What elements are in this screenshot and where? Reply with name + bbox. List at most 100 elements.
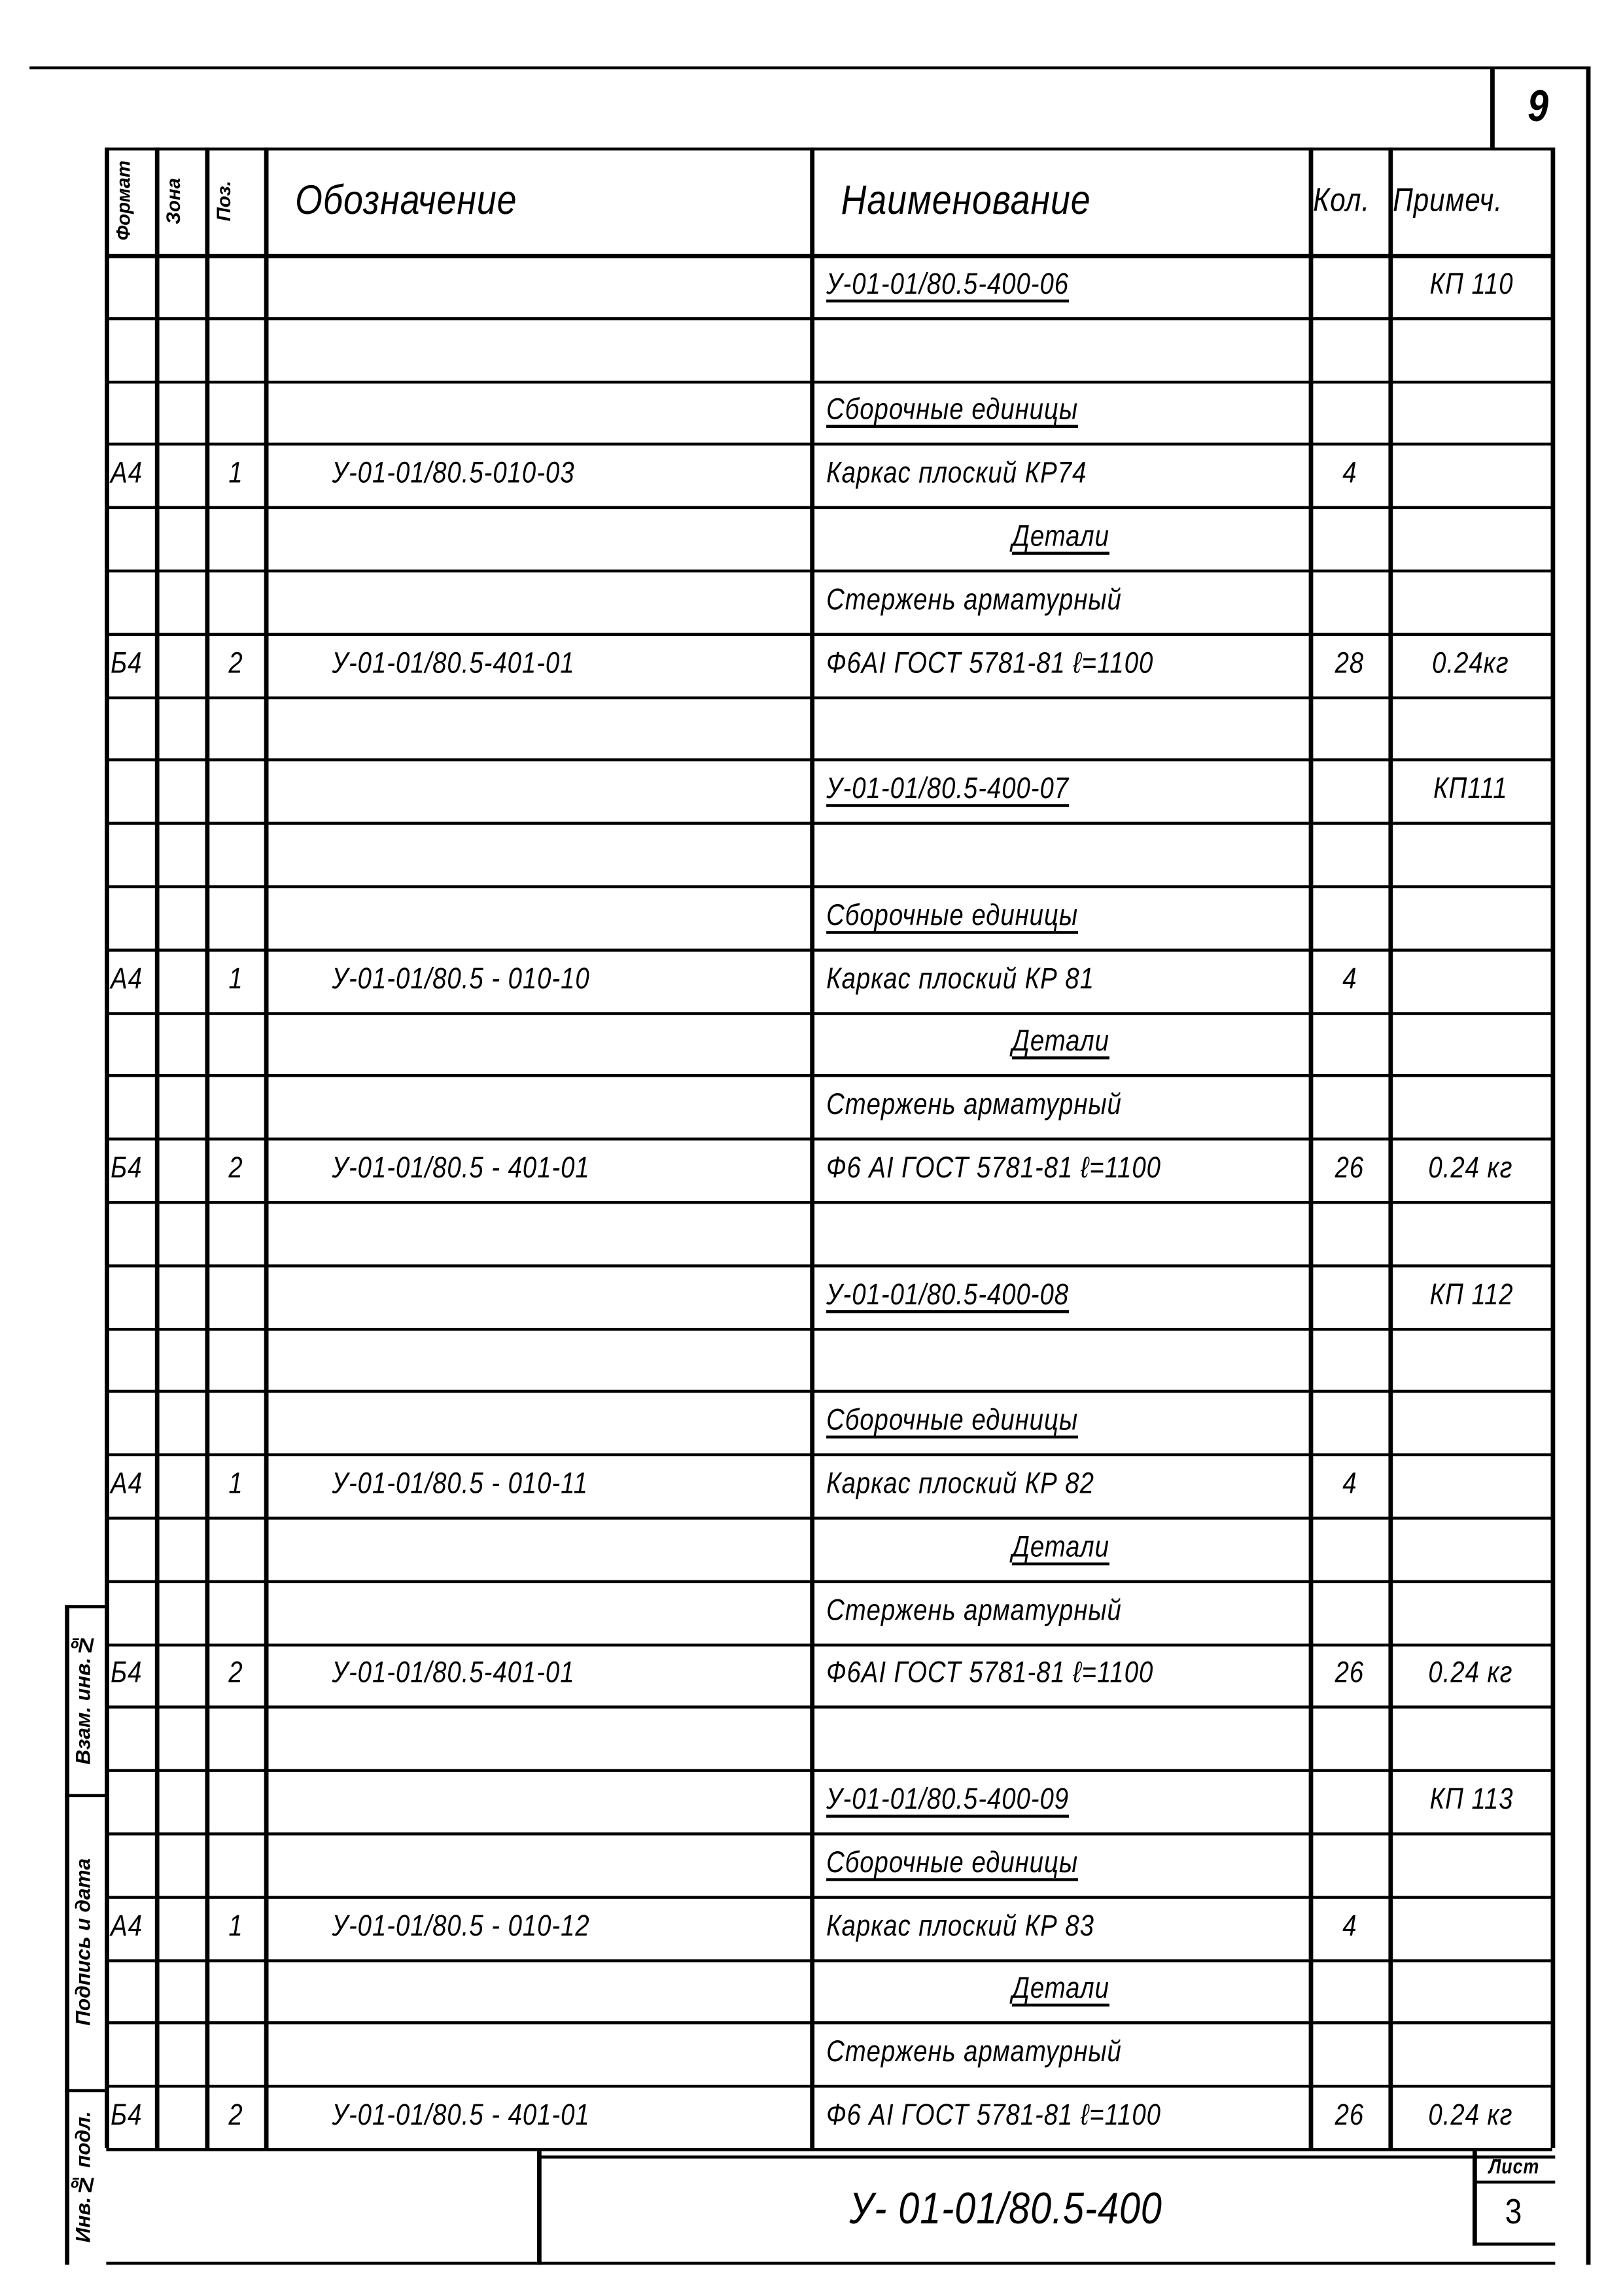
qty-cell: 4 bbox=[1310, 444, 1390, 507]
row-line bbox=[106, 317, 1552, 320]
row-line bbox=[106, 885, 1552, 888]
name-cell: Детали bbox=[812, 506, 1310, 570]
qty-cell: 26 bbox=[1310, 1643, 1390, 1707]
qty-cell-text: 26 bbox=[1335, 2099, 1365, 2132]
header-format: Формат bbox=[112, 160, 135, 241]
row-line bbox=[106, 1516, 1552, 1520]
name-cell: Стержень арматурный bbox=[826, 1075, 1310, 1138]
column-line bbox=[1388, 147, 1393, 2149]
frame-right-line bbox=[1586, 66, 1591, 2265]
pos-cell-text: 2 bbox=[228, 1658, 244, 1690]
row-line bbox=[106, 822, 1552, 826]
format-cell: А4 bbox=[111, 1453, 155, 1517]
pos-cell-text: 1 bbox=[228, 963, 244, 996]
column-line bbox=[1308, 147, 1314, 2149]
name-cell-text: Ф6АI ГОСТ 5781-81 ℓ=1100 bbox=[826, 647, 1154, 680]
title-block-line bbox=[1472, 2148, 1477, 2246]
frame-line bbox=[1490, 66, 1495, 148]
replaces-inv-label: Взам. инв.№ bbox=[71, 1634, 95, 1765]
side-stamp-line bbox=[65, 1605, 107, 1609]
designation-cell-text: У-01-01/80.5 - 010-12 bbox=[332, 1910, 590, 1943]
row-line bbox=[106, 1706, 1552, 1709]
qty-cell: 4 bbox=[1310, 948, 1390, 1012]
qty-cell-text: 26 bbox=[1335, 1658, 1365, 1690]
name-cell-text: У-01-01/80.5-400-09 bbox=[826, 1784, 1070, 1817]
note-cell-text: 0.24 кг bbox=[1429, 2099, 1514, 2132]
name-cell-text: Детали bbox=[1012, 1531, 1110, 1564]
name-cell: Стержень арматурный bbox=[826, 1580, 1310, 1643]
designation-cell: У-01-01/80.5-401-01 bbox=[332, 633, 804, 696]
note-cell: КП 113 bbox=[1390, 1769, 1552, 1833]
name-cell-text: У-01-01/80.5-400-08 bbox=[826, 1278, 1070, 1312]
name-cell-text: Сборочные единицы bbox=[826, 1847, 1079, 1880]
name-cell: Каркас плоский КР 81 bbox=[826, 948, 1310, 1012]
note-cell-text: КП 113 bbox=[1429, 1784, 1513, 1817]
frame-top-line bbox=[29, 66, 1591, 70]
row-line bbox=[106, 1769, 1552, 1773]
header-name-text: Наименование bbox=[841, 177, 1091, 223]
inv-orig-label: Инв.№ подл. bbox=[71, 2111, 95, 2243]
note-cell-text: 0.24 кг bbox=[1429, 1658, 1514, 1690]
header-qty-text: Кол. bbox=[1313, 181, 1370, 218]
header-bottom-line bbox=[106, 253, 1552, 258]
note-cell: 0.24 кг bbox=[1390, 1138, 1552, 1201]
note-cell-text: КП 110 bbox=[1429, 268, 1513, 301]
qty-cell: 26 bbox=[1310, 2085, 1390, 2148]
pos-cell-text: 2 bbox=[228, 647, 244, 680]
row-line bbox=[106, 2148, 1552, 2151]
name-cell: Сборочные единицы bbox=[826, 885, 1310, 948]
format-cell: А4 bbox=[111, 948, 155, 1012]
name-cell-text: Сборочные единицы bbox=[826, 394, 1079, 427]
sheet-value: 3 bbox=[1505, 2192, 1523, 2233]
name-cell-text: Детали bbox=[1012, 1973, 1110, 2006]
frame-bottom-line bbox=[106, 2261, 1556, 2265]
format-cell-text: А4 bbox=[111, 1468, 143, 1501]
column-line bbox=[1550, 147, 1556, 2149]
row-line bbox=[106, 1895, 1552, 1899]
row-line bbox=[106, 506, 1552, 510]
name-cell: Ф6АI ГОСТ 5781-81 ℓ=1100 bbox=[826, 633, 1310, 696]
format-cell: Б4 bbox=[111, 1643, 155, 1707]
name-cell-text: Стержень арматурный bbox=[826, 2036, 1122, 2069]
format-cell: Б4 bbox=[111, 1138, 155, 1201]
name-cell: Детали bbox=[812, 1517, 1310, 1580]
note-cell: 0.24кг bbox=[1390, 633, 1552, 696]
format-cell-text: Б4 bbox=[111, 2099, 143, 2132]
table-top-line bbox=[106, 147, 1552, 151]
row-line bbox=[106, 948, 1552, 952]
side-stamp-line bbox=[65, 1605, 70, 2265]
qty-cell: 4 bbox=[1310, 1453, 1390, 1517]
row-line bbox=[106, 1264, 1552, 1268]
row-line bbox=[106, 1580, 1552, 1583]
designation-cell-text: У-01-01/80.5 - 010-10 bbox=[332, 963, 590, 996]
name-cell-text: Ф6 АI ГОСТ 5781-81 ℓ=1100 bbox=[826, 2099, 1161, 2132]
name-cell-text: Детали bbox=[1012, 1026, 1110, 1059]
name-cell: Каркас плоский КР74 bbox=[826, 444, 1310, 507]
name-cell-text: Сборочные единицы bbox=[826, 899, 1079, 933]
row-line bbox=[106, 1453, 1552, 1457]
note-cell-text: КП 112 bbox=[1429, 1278, 1513, 1312]
designation-cell-text: У-01-01/80.5 - 401-01 bbox=[332, 2099, 590, 2132]
name-cell-text: Каркас плоский КР 82 bbox=[826, 1468, 1094, 1501]
row-line bbox=[106, 2085, 1552, 2088]
column-line bbox=[264, 147, 269, 2149]
format-cell-text: А4 bbox=[111, 1910, 143, 1943]
document-code: У- 01-01/80.5-400 bbox=[850, 2185, 1163, 2234]
row-line bbox=[106, 1390, 1552, 1394]
pos-cell-text: 1 bbox=[228, 1468, 244, 1501]
pos-cell: 1 bbox=[207, 444, 266, 507]
name-cell: Стержень арматурный bbox=[826, 570, 1310, 633]
name-cell-text: У-01-01/80.5-400-07 bbox=[826, 773, 1070, 807]
note-cell-text: 0.24 кг bbox=[1429, 1152, 1514, 1185]
name-cell: Каркас плоский КР 82 bbox=[826, 1453, 1310, 1517]
header-note: Примеч. bbox=[1393, 148, 1552, 254]
sheet-label: Лист bbox=[1488, 2153, 1539, 2177]
column-line bbox=[154, 147, 160, 2149]
note-cell: 0.24 кг bbox=[1390, 2085, 1552, 2148]
header-qty: Кол. bbox=[1313, 148, 1389, 254]
pos-cell: 2 bbox=[207, 1138, 266, 1201]
title-block-line bbox=[1472, 2242, 1556, 2246]
header-pos: Поз. bbox=[212, 180, 235, 221]
designation-cell-text: У-01-01/80.5 - 401-01 bbox=[332, 1152, 590, 1185]
